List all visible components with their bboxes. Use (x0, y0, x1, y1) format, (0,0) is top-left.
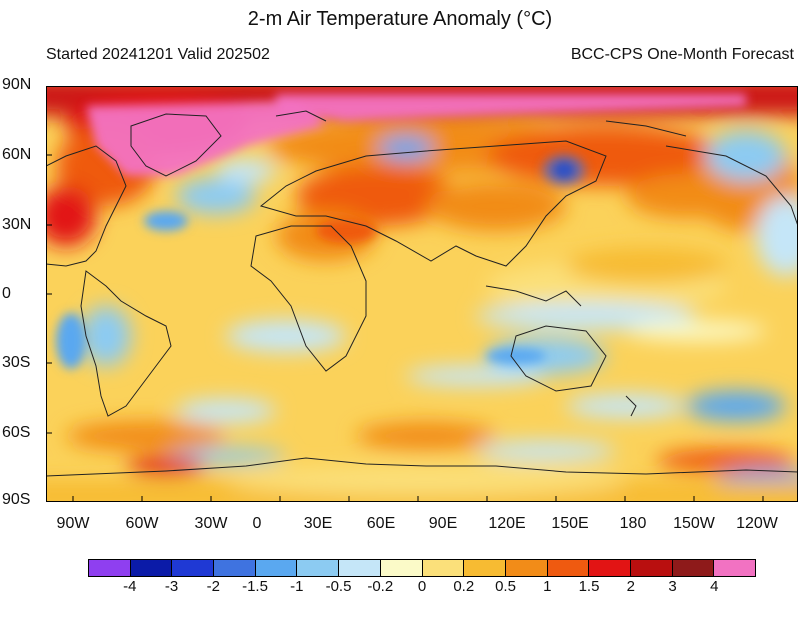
colorbar-label: -4 (123, 578, 137, 595)
lat-label-30s: 30S (2, 354, 31, 371)
colorbar-box-9 (464, 560, 506, 576)
model-name: BCC-CPS One-Month Forecast (570, 46, 794, 63)
lon-label-0: 0 (252, 515, 262, 532)
lat-label-0: 0 (2, 285, 11, 302)
temperature-anomaly-map (46, 86, 798, 502)
colorbar-label: -2 (206, 578, 220, 595)
coastlines (46, 110, 798, 477)
lon-label-90e: 90E (428, 515, 458, 532)
forecast-dates: Started 20241201 Valid 202502 (46, 46, 270, 63)
lat-label-90s: 90S (2, 491, 31, 508)
colorbar-label: 0.5 (495, 578, 516, 595)
map-title: 2-m Air Temperature Anomaly (°C) (247, 8, 553, 30)
colorbar-label: -1.5 (242, 578, 268, 595)
colorbar-label: -3 (164, 578, 179, 595)
colorbar-box-5 (297, 560, 340, 576)
colorbar-box-2 (172, 560, 215, 576)
colorbar-label: 4 (710, 578, 719, 595)
colorbar-label: 1 (543, 578, 552, 595)
colorbar-box-0 (89, 560, 131, 576)
lon-label-30w: 30W (194, 515, 228, 532)
lon-label-90w: 90W (56, 515, 90, 532)
colorbar (88, 559, 756, 577)
colorbar-label: -0.2 (367, 578, 394, 595)
colorbar-box-12 (589, 560, 631, 576)
colorbar-box-1 (130, 560, 173, 576)
lon-label-150e: 150E (551, 515, 589, 532)
colorbar-box-13 (630, 560, 673, 576)
colorbar-box-15 (714, 560, 755, 576)
colorbar-label: 2 (626, 578, 635, 595)
lon-label-60w: 60W (125, 515, 159, 532)
colorbar-box-14 (672, 560, 715, 576)
lon-label-120e: 120E (488, 515, 526, 532)
lat-label-30n: 30N (2, 216, 32, 233)
colorbar-box-8 (422, 560, 465, 576)
colorbar-box-7 (380, 560, 423, 576)
colorbar-box-4 (255, 560, 298, 576)
lon-label-180: 180 (619, 515, 647, 532)
colorbar-label: 0 (417, 578, 427, 595)
lat-label-60s: 60S (2, 424, 31, 441)
anomaly-field (46, 86, 798, 502)
colorbar-box-11 (547, 560, 590, 576)
colorbar-box-3 (214, 560, 256, 576)
lon-label-150w: 150W (673, 515, 715, 532)
colorbar-label: -0.5 (325, 578, 352, 595)
tick-marks (46, 86, 764, 502)
anomaly-detail (56, 94, 746, 369)
colorbar-box-6 (339, 560, 381, 576)
lon-label-60e: 60E (366, 515, 396, 532)
anomaly-blobs (46, 86, 798, 502)
lat-label-60n: 60N (2, 146, 32, 163)
colorbar-label: 1.5 (578, 578, 600, 595)
colorbar-label: 0.2 (453, 578, 475, 595)
colorbar-box-10 (505, 560, 548, 576)
lon-label-120w: 120W (736, 515, 778, 532)
colorbar-label: -1 (290, 578, 304, 595)
lat-label-90n: 90N (2, 76, 32, 93)
colorbar-label: 3 (668, 578, 677, 595)
lon-label-30e: 30E (303, 515, 333, 532)
